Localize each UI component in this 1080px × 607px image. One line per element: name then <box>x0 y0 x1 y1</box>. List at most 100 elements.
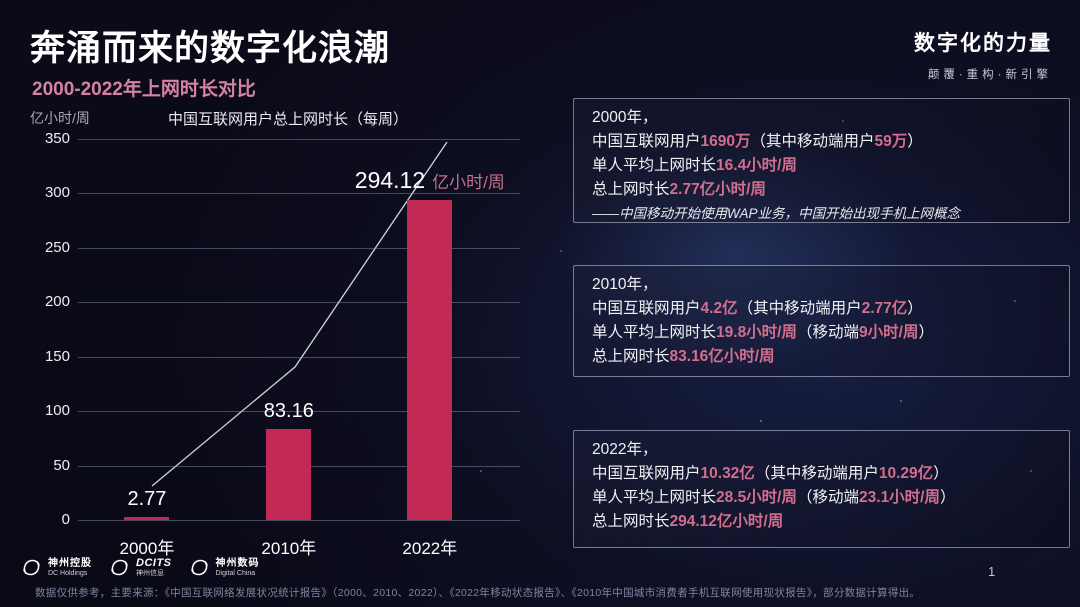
logo-line2: 神州信息 <box>136 569 164 577</box>
panel-lines: 中国互联网用户4.2亿（其中移动端用户2.77亿） 单人平均上网时长19.8小时/… <box>592 297 1051 369</box>
gridline <box>78 411 520 413</box>
bar-value-number: 294.12 <box>354 166 426 193</box>
panel-text: 中国互联网用户 <box>592 300 701 317</box>
panel-line: 单人平均上网时长19.8小时/周（移动端9小时/周） <box>592 321 1051 345</box>
logo-line1: DCITS <box>136 556 172 569</box>
panel-text: （移动端 <box>797 489 860 506</box>
panel-text: ） <box>918 324 934 341</box>
y-tick-label: 0 <box>61 511 70 528</box>
panel-line: 中国互联网用户4.2亿（其中移动端用户2.77亿） <box>592 297 1051 321</box>
highlight-value: 294.12亿小时/周 <box>669 513 784 530</box>
info-panel-2000: 2000年， 中国互联网用户1690万（其中移动端用户59万） 单人平均上网时长1… <box>573 98 1070 223</box>
panel-line: 总上网时长83.16亿小时/周 <box>592 345 1051 369</box>
panel-line: 单人平均上网时长16.4小时/周 <box>592 154 1051 178</box>
panel-text: （其中移动端用户 <box>737 300 862 317</box>
panel-text: ） <box>940 489 956 506</box>
y-tick-label: 350 <box>44 130 70 147</box>
panel-text: 总上网时长 <box>592 181 670 198</box>
logo-dc-holdings: 神州控股 DC Holdings <box>20 556 92 579</box>
panel-text: （其中移动端用户 <box>754 465 879 482</box>
bar-value-unit: 亿小时/周 <box>432 172 505 192</box>
highlight-value: 2.77亿 <box>861 300 908 317</box>
panel-line: 中国互联网用户1690万（其中移动端用户59万） <box>592 130 1051 154</box>
logo-line1: 神州数码 <box>215 557 260 569</box>
panel-note: ——中国移动开始使用WAP业务，中国开始出现手机上网概念 <box>592 206 961 221</box>
bar-value-number: 2.77 <box>127 488 167 510</box>
panel-text: 单人平均上网时长 <box>592 324 717 341</box>
panel-text: 总上网时长 <box>592 513 670 530</box>
panel-text: ） <box>907 133 923 150</box>
trend-polyline <box>151 141 448 487</box>
panel-text: ） <box>933 465 949 482</box>
y-tick-label: 50 <box>53 456 70 474</box>
logo-line1: 神州控股 <box>48 557 92 569</box>
info-panel-2010: 2010年， 中国互联网用户4.2亿（其中移动端用户2.77亿） 单人平均上网时长… <box>573 265 1070 377</box>
bar-2010年 <box>266 429 312 520</box>
gridline <box>78 356 520 358</box>
highlight-value: 2.77亿小时/周 <box>669 181 766 198</box>
highlight-value: 83.16亿小时/周 <box>669 348 775 365</box>
x-tick-label: 2022年 <box>402 539 458 558</box>
highlight-value: 9小时/周 <box>859 324 919 341</box>
panel-year: 2010年， <box>592 276 658 293</box>
panel-line: 总上网时长294.12亿小时/周 <box>592 510 1051 534</box>
logo-dcits: DCITS 神州信息 <box>108 556 172 579</box>
highlight-value: 19.8小时/周 <box>716 324 797 341</box>
page-title: 奔涌而来的数字化浪潮 <box>30 29 391 68</box>
brand-block: 数字化的力量 颠覆·重构·新引擎 <box>914 27 1052 82</box>
panel-text: （其中移动端用户 <box>750 133 875 150</box>
x-tick-label: 2000年 <box>119 539 175 558</box>
chart-title: 中国互联网用户总上网时长（每周） <box>168 111 409 128</box>
highlight-value: 28.5小时/周 <box>716 489 797 506</box>
info-panel-2022: 2022年， 中国互联网用户10.32亿（其中移动端用户10.29亿） 单人平均上… <box>573 430 1070 548</box>
gridline <box>78 302 520 304</box>
background-stars <box>0 0 2 2</box>
panel-line: 总上网时长2.77亿小时/周 <box>592 178 1051 202</box>
bar-2000年 <box>124 517 170 520</box>
panel-text: ） <box>907 300 923 317</box>
bar-2022年 <box>407 199 453 520</box>
trend-line <box>151 141 448 487</box>
galaxy-swirl-icon <box>23 559 40 576</box>
highlight-value: 10.29亿 <box>878 465 934 482</box>
highlight-value: 23.1小时/周 <box>859 489 940 506</box>
gridline <box>78 139 520 140</box>
brand-tagline: 颠覆·重构·新引擎 <box>927 69 1052 81</box>
gridline <box>78 193 520 195</box>
bar-value-number: 83.16 <box>263 400 314 423</box>
bar-value-label: 83.16 <box>264 400 314 423</box>
y-tick-label: 250 <box>44 238 70 256</box>
panel-text: 中国互联网用户 <box>592 465 701 482</box>
galaxy-swirl-icon <box>111 559 128 576</box>
logo-digital-china: 神州数码 Digital China <box>188 556 260 579</box>
highlight-value: 10.32亿 <box>700 465 755 482</box>
brand-title: 数字化的力量 <box>914 32 1052 55</box>
y-tick-label: 300 <box>44 184 70 202</box>
logo-line2: Digital China <box>215 569 256 577</box>
page-number: 1 <box>988 564 996 579</box>
galaxy-swirl-icon <box>190 559 208 576</box>
panel-text: 单人平均上网时长 <box>592 157 717 174</box>
logo-row: 神州控股 DC Holdings DCITS 神州信息 神州数码 Digital… <box>20 556 260 579</box>
gridline <box>78 520 520 521</box>
x-tick-label: 2010年 <box>261 539 317 558</box>
panel-line: 中国互联网用户10.32亿（其中移动端用户10.29亿） <box>592 462 1051 486</box>
logo-line2: DC Holdings <box>48 569 88 577</box>
panel-text: 单人平均上网时长 <box>592 489 717 506</box>
panel-text: （移动端 <box>797 324 860 341</box>
panel-text: 总上网时长 <box>592 348 670 365</box>
bar-chart: 亿小时/周 中国互联网用户总上网时长（每周） 350 300 250 200 150 10… <box>30 103 565 573</box>
y-tick-label: 100 <box>44 402 70 420</box>
y-tick-label: 200 <box>44 293 70 311</box>
y-axis-unit-label: 亿小时/周 <box>30 110 90 126</box>
panel-year: 2022年， <box>592 441 658 458</box>
plot-area: 350 300 250 200 150 100 50 0 2.77 2000年 83.16 2010年… <box>45 130 520 558</box>
bar-value-label: 294.12 亿小时/周 <box>355 167 505 194</box>
panel-year: 2000年， <box>592 109 658 126</box>
panel-lines: 中国互联网用户10.32亿（其中移动端用户10.29亿） 单人平均上网时长28.5… <box>592 462 1051 534</box>
slide-subtitle: 2000-2022年上网时长对比 <box>32 79 256 100</box>
y-tick-label: 150 <box>44 347 70 365</box>
panel-lines: 中国互联网用户1690万（其中移动端用户59万） 单人平均上网时长16.4小时/周… <box>592 130 1051 222</box>
highlight-value: 16.4小时/周 <box>716 157 797 174</box>
data-source-note: 数据仅供参考，主要来源：《中国互联网络发展状况统计报告》（2000、2010、2… <box>35 587 921 599</box>
